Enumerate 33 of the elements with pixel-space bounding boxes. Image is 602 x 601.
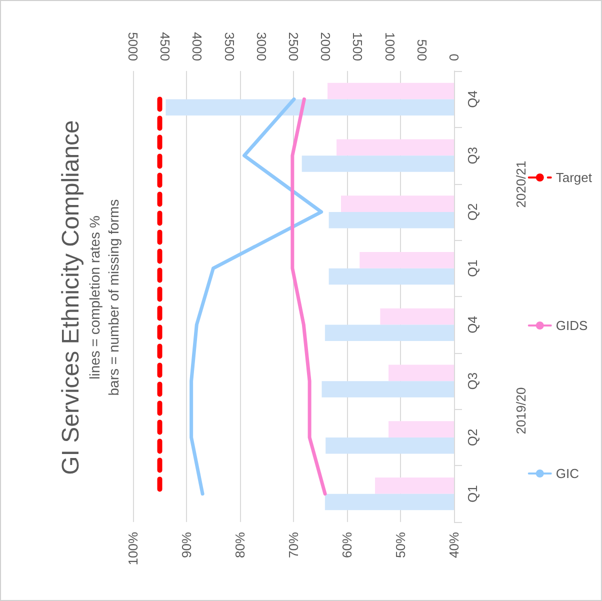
x2-tick-label: 1500 (350, 32, 366, 61)
text: 2019/20 (514, 387, 528, 434)
y-tick-label: Q4 (465, 90, 480, 108)
y-tick-label: Q2 (465, 428, 480, 446)
y-tick-label: Q1 (465, 260, 480, 277)
y-tick-label: Q4 (465, 316, 480, 334)
y-tick-label: Q3 (465, 146, 480, 164)
x2-tick-label: 3000 (254, 32, 269, 61)
x-tick-label: 70% (286, 532, 301, 558)
x2-tick-label: 3500 (222, 32, 237, 61)
x-tick-label: 90% (179, 532, 194, 558)
x2-tick-label: 4500 (158, 32, 173, 61)
x2-tick-label: 4000 (190, 32, 205, 61)
legend-label: Target (556, 170, 592, 185)
y-tick-label: Q1 (465, 485, 480, 502)
x-tick-label: 40% (446, 532, 462, 558)
text: lines = completion rates % bars = number of missing forms (86, 199, 122, 396)
x2-tick-label: 500 (414, 39, 430, 61)
y-tick-label: Q3 (465, 372, 480, 390)
x2-tick-label: 0 (446, 54, 462, 61)
y-tick-label: Q2 (465, 203, 480, 221)
x-tick-label: 60% (340, 532, 354, 558)
x-tick-label: 80% (232, 532, 248, 558)
x2-tick-label: 5000 (126, 32, 140, 61)
x-tick-label: 50% (393, 532, 408, 558)
x2-tick-label: 2500 (286, 32, 301, 61)
text: GI Services Ethnicity Compliance (58, 120, 84, 475)
legend-label: GIDS (556, 318, 588, 333)
x2-tick-label: 2000 (318, 32, 334, 61)
text: 2020/21 (514, 160, 528, 208)
legend-label: GIC (556, 466, 579, 481)
x-tick-label: 100% (126, 532, 140, 566)
x2-tick-label: 1000 (382, 32, 398, 61)
